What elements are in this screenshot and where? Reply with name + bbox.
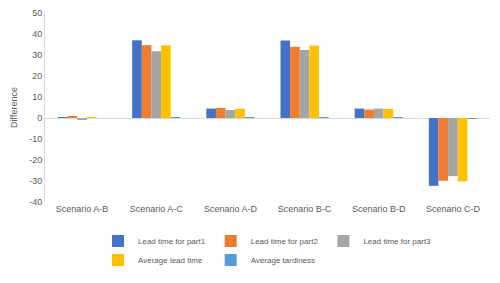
svg-text:30: 30 xyxy=(32,50,42,60)
svg-text:Scenario B-D: Scenario B-D xyxy=(352,204,406,214)
svg-text:0: 0 xyxy=(37,113,42,123)
svg-text:Scenario B-C: Scenario B-C xyxy=(278,204,332,214)
svg-text:20: 20 xyxy=(32,71,42,81)
svg-text:-40: -40 xyxy=(29,197,42,207)
svg-text:Average tardiness: Average tardiness xyxy=(251,256,315,265)
svg-text:Scenario A-B: Scenario A-B xyxy=(56,204,109,214)
svg-text:-20: -20 xyxy=(29,155,42,165)
svg-text:-30: -30 xyxy=(29,176,42,186)
svg-text:Lead time for part3: Lead time for part3 xyxy=(363,237,431,246)
svg-text:-10: -10 xyxy=(29,134,42,144)
svg-text:50: 50 xyxy=(32,8,42,18)
svg-text:Lead time for part2: Lead time for part2 xyxy=(251,237,319,246)
svg-text:Scenario A-D: Scenario A-D xyxy=(204,204,258,214)
svg-text:40: 40 xyxy=(32,29,42,39)
svg-text:Average lead time: Average lead time xyxy=(138,256,203,265)
svg-text:10: 10 xyxy=(32,92,42,102)
svg-text:Difference: Difference xyxy=(9,87,19,128)
svg-text:Scenario C-D: Scenario C-D xyxy=(426,204,481,214)
svg-text:Scenario A-C: Scenario A-C xyxy=(130,204,184,214)
svg-text:Lead time for part1: Lead time for part1 xyxy=(138,237,206,246)
